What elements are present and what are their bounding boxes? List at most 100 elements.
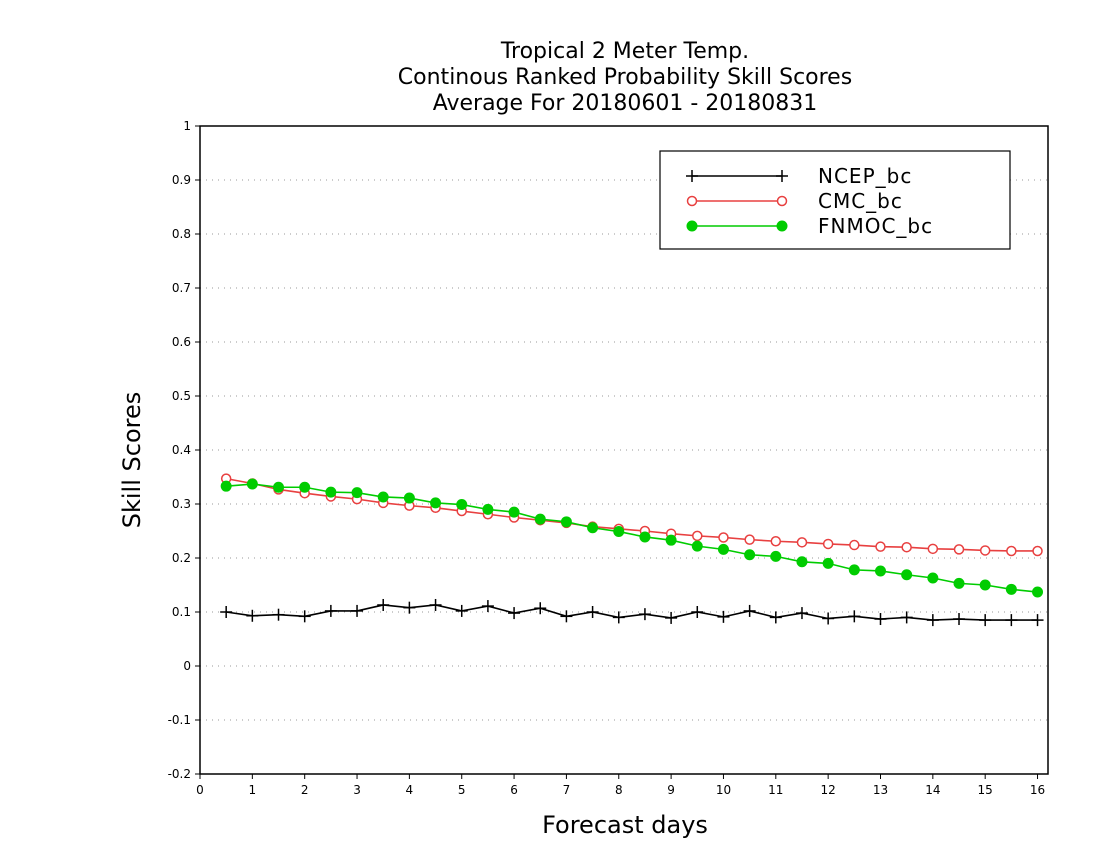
data-point-ncep-bc [481, 600, 494, 613]
data-point-fnmoc-bc [822, 557, 834, 569]
data-point-ncep-bc [508, 607, 521, 620]
y-tick-label: 0.1 [172, 605, 191, 619]
series-line-ncep-bc [226, 604, 1038, 621]
data-point-ncep-bc [769, 611, 782, 624]
y-axis-label: Skill Scores [118, 392, 146, 529]
data-point-ncep-bc [953, 613, 966, 626]
data-point-ncep-bc [638, 608, 651, 621]
data-point-ncep-bc [874, 613, 887, 626]
data-point-fnmoc-bc [482, 503, 494, 515]
chart-title: Tropical 2 Meter Temp. Continous Ranked … [398, 39, 852, 116]
data-point-fnmoc-bc [796, 556, 808, 568]
series-ncep-bc [220, 598, 1044, 627]
data-point-fnmoc-bc [1005, 583, 1017, 595]
data-point-ncep-bc [534, 602, 547, 615]
data-point-fnmoc-bc [1032, 586, 1044, 598]
data-point-ncep-bc [848, 610, 861, 623]
legend-label: NCEP_bc [818, 164, 912, 188]
y-tick-label: 0.6 [172, 335, 191, 349]
data-point-fnmoc-bc [770, 550, 782, 562]
legend-item-ncep-bc: NCEP_bc [686, 164, 912, 188]
legend-marker [686, 170, 698, 182]
data-point-ncep-bc [926, 614, 939, 627]
y-tick-label: 0.9 [172, 173, 191, 187]
data-point-ncep-bc [246, 609, 259, 622]
data-point-fnmoc-bc [456, 499, 468, 511]
title-line-1: Tropical 2 Meter Temp. [500, 39, 749, 64]
data-point-fnmoc-bc [848, 564, 860, 576]
data-point-fnmoc-bc [508, 506, 520, 518]
data-point-cmc-bc [744, 534, 755, 545]
y-tick-label: 0.2 [172, 551, 191, 565]
x-tick-label: 0 [196, 783, 204, 797]
series-group [220, 473, 1044, 627]
data-point-ncep-bc [220, 606, 233, 618]
data-point-ncep-bc [272, 608, 285, 621]
data-point-fnmoc-bc [273, 481, 285, 493]
data-point-cmc-bc [1032, 545, 1043, 557]
data-point-fnmoc-bc [874, 565, 886, 577]
data-point-fnmoc-bc [351, 487, 363, 499]
data-point-ncep-bc [455, 604, 468, 617]
data-point-ncep-bc [691, 606, 704, 618]
data-point-fnmoc-bc [587, 522, 599, 534]
data-point-ncep-bc [795, 607, 808, 620]
legend-marker [686, 220, 698, 232]
data-point-ncep-bc [900, 611, 913, 624]
legend-marker [776, 195, 788, 207]
x-tick-label: 5 [458, 783, 466, 797]
x-tick-label: 15 [978, 783, 993, 797]
data-point-cmc-bc [692, 530, 703, 542]
data-point-ncep-bc [298, 610, 311, 623]
data-point-ncep-bc [403, 601, 416, 614]
data-point-fnmoc-bc [979, 579, 991, 591]
data-point-fnmoc-bc [534, 513, 546, 525]
data-point-ncep-bc [665, 611, 678, 624]
legend-item-fnmoc-bc: FNMOC_bc [686, 214, 932, 238]
y-tick-label: 0.3 [172, 497, 191, 511]
data-point-fnmoc-bc [430, 497, 442, 509]
y-tick-label: -0.2 [168, 767, 191, 781]
y-tick-label: 0.4 [172, 443, 191, 457]
x-tick-label: 6 [510, 783, 518, 797]
data-point-ncep-bc [743, 604, 756, 617]
title-line-3: Average For 20180601 - 20180831 [433, 91, 818, 116]
data-point-fnmoc-bc [560, 516, 572, 528]
y-tick-label: 0.8 [172, 227, 191, 241]
data-point-ncep-bc [324, 604, 337, 617]
y-tick-label: 0.7 [172, 281, 191, 295]
data-point-cmc-bc [875, 541, 886, 552]
series-line-fnmoc-bc [226, 483, 1038, 593]
data-point-ncep-bc [429, 598, 442, 611]
legend-box [659, 150, 1011, 250]
data-point-cmc-bc [901, 541, 912, 553]
data-point-fnmoc-bc [691, 540, 703, 552]
data-point-cmc-bc [953, 544, 965, 555]
x-tick-label: 3 [353, 783, 361, 797]
legend-marker [686, 195, 698, 207]
data-point-ncep-bc [1031, 614, 1044, 627]
data-point-cmc-bc [979, 545, 991, 556]
data-point-fnmoc-bc [927, 572, 939, 584]
x-axis-ticks: 0 1 2 3 4 5 6 7 8 9 10 11 12 13 14 15 16 [196, 774, 1045, 797]
y-tick-label: -0.1 [168, 713, 191, 727]
data-point-fnmoc-bc [901, 569, 913, 581]
data-point-ncep-bc [717, 610, 730, 623]
data-point-fnmoc-bc [613, 526, 625, 538]
series-fnmoc-bc [220, 478, 1044, 598]
data-point-fnmoc-bc [717, 543, 729, 555]
data-point-cmc-bc [849, 539, 860, 551]
data-point-fnmoc-bc [299, 481, 311, 493]
data-point-fnmoc-bc [403, 492, 415, 504]
data-point-ncep-bc [351, 604, 364, 617]
data-point-cmc-bc [796, 537, 808, 548]
x-tick-label: 8 [615, 783, 623, 797]
data-point-ncep-bc [560, 610, 573, 623]
y-axis-ticks: -0.2 -0.1 0 0.1 0.2 0.3 0.4 0.5 0.6 0.7 0.8 0.9 1 [168, 119, 200, 781]
data-point-ncep-bc [612, 611, 625, 624]
legend-marker [776, 220, 788, 232]
x-tick-label: 13 [873, 783, 888, 797]
y-tick-label: 0.5 [172, 389, 191, 403]
